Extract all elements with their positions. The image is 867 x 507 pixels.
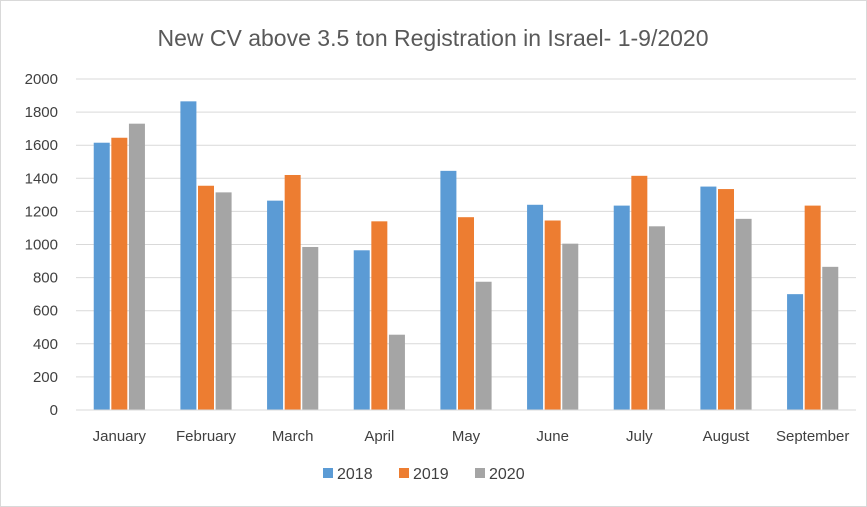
bar-2019-may — [458, 217, 474, 410]
bar-2019-march — [284, 174, 301, 410]
bar-2020-june — [562, 243, 579, 410]
y-tick-label: 1600 — [25, 137, 58, 154]
x-axis-ticks: January February March April May June July Augu… — [93, 428, 850, 445]
bar-2019-june — [544, 220, 561, 410]
bar-2018-february — [180, 101, 197, 410]
y-tick-label: 1800 — [25, 104, 58, 121]
legend-swatch-2019 — [399, 468, 409, 478]
bar-2020-january — [128, 123, 145, 410]
y-tick-label: 400 — [33, 336, 58, 353]
chart-title: New CV above 3.5 ton Registration in Isr… — [157, 25, 708, 51]
x-tick-label: January — [93, 428, 147, 445]
bar-2019-september — [804, 205, 821, 410]
bar-2018-april — [353, 250, 370, 410]
x-tick-label: May — [452, 428, 481, 445]
bar-2018-june — [527, 204, 544, 410]
bar-2020-july — [648, 226, 665, 410]
y-tick-label: 1200 — [25, 203, 58, 220]
bar-2019-january — [111, 137, 128, 410]
bar-2020-may — [475, 281, 492, 410]
x-tick-label: August — [703, 428, 751, 445]
y-tick-label: 800 — [33, 270, 58, 287]
bar-2019-august — [718, 189, 734, 410]
y-tick-label: 1400 — [25, 170, 58, 187]
bar-2020-february — [215, 192, 232, 410]
legend: 2018 2019 2020 — [323, 466, 525, 483]
bar-2018-january — [93, 142, 110, 410]
x-tick-label: March — [272, 428, 314, 445]
y-tick-label: 0 — [50, 402, 58, 419]
y-tick-label: 200 — [33, 369, 58, 386]
legend-swatch-2020 — [475, 468, 485, 478]
legend-label: 2019 — [413, 466, 449, 483]
legend-swatch-2018 — [323, 468, 333, 478]
x-tick-label: June — [536, 428, 569, 445]
x-tick-label: July — [626, 428, 653, 445]
bar-2018-march — [267, 200, 284, 410]
bar-2019-july — [631, 175, 648, 410]
y-tick-label: 1000 — [25, 237, 58, 254]
bar-2018-august — [700, 186, 717, 410]
y-tick-label: 2000 — [25, 71, 58, 88]
bar-2019-february — [198, 185, 214, 410]
bar-2018-july — [613, 205, 630, 410]
y-tick-label: 600 — [33, 303, 58, 320]
x-tick-label: September — [776, 428, 849, 445]
x-tick-label: February — [176, 428, 237, 445]
legend-label: 2020 — [489, 466, 525, 483]
bar-2020-september — [822, 266, 839, 410]
x-tick-label: April — [364, 428, 394, 445]
bar-2020-march — [302, 246, 319, 410]
bar-2018-september — [787, 294, 804, 410]
y-axis-ticks: 0 200 400 600 800 1000 1200 1400 1600 1800 2000 — [25, 71, 58, 419]
bar-2020-august — [735, 218, 752, 410]
bar-2019-april — [371, 221, 388, 410]
bar-2020-april — [388, 334, 405, 410]
bar-2018-may — [440, 170, 457, 410]
legend-label: 2018 — [337, 466, 373, 483]
bars — [93, 101, 839, 410]
